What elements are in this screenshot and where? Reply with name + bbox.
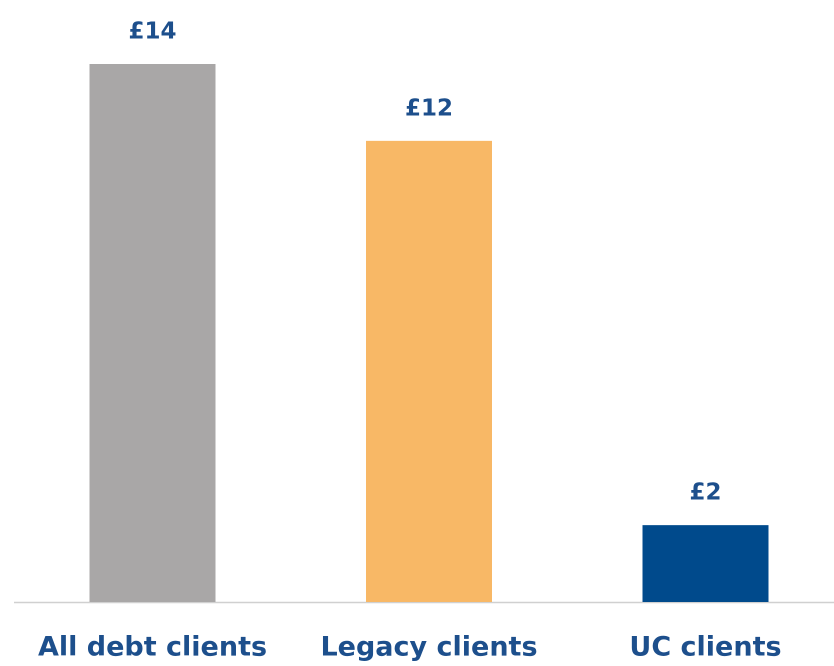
x-tick-label: All debt clients (38, 632, 267, 663)
x-tick-label: UC clients (629, 632, 781, 663)
value-label: £12 (405, 95, 453, 121)
x-tick-label: Legacy clients (320, 632, 537, 663)
value-label: £14 (128, 19, 176, 45)
bar (366, 140, 492, 602)
bar (89, 64, 216, 602)
value-label: £2 (689, 480, 721, 506)
bar (642, 525, 769, 602)
